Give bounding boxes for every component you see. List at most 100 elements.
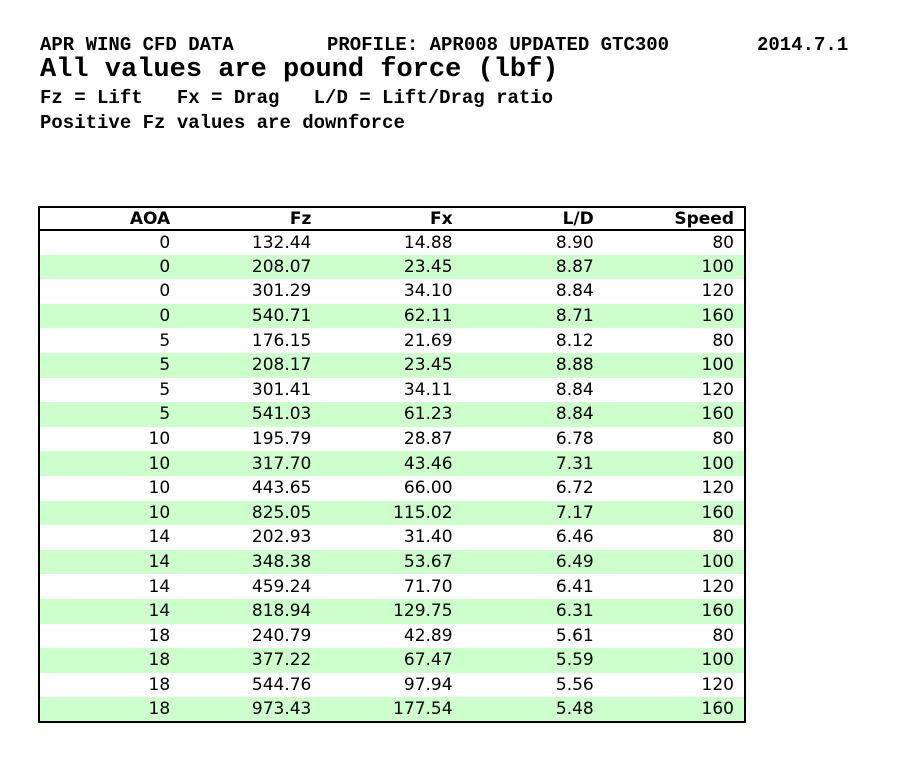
table-header-row: AOA Fz Fx L/D Speed	[39, 207, 745, 231]
table-cell: 100	[603, 352, 745, 378]
table-cell: 14.88	[321, 230, 463, 255]
table-cell: 10	[39, 500, 181, 526]
table-cell: 80	[603, 525, 745, 550]
table-cell: 14	[39, 574, 181, 599]
table-cell: 10	[39, 475, 181, 501]
table-cell: 6.31	[462, 598, 604, 624]
table-cell: 5.48	[462, 697, 604, 722]
table-cell: 208.17	[180, 352, 322, 378]
table-cell: 80	[603, 328, 745, 353]
table-cell: 8.88	[462, 352, 604, 378]
legend-line: Fz = Lift Fx = Drag L/D = Lift/Drag rati…	[40, 87, 554, 109]
table-cell: 7.17	[462, 500, 604, 526]
table-cell: 208.07	[180, 254, 322, 280]
table-cell: 540.71	[180, 303, 322, 329]
column-header-fx: Fx	[321, 207, 463, 231]
table-cell: 301.41	[180, 377, 322, 403]
table-row: 18 377.22 67.47 5.59 100	[39, 648, 745, 673]
table-cell: 459.24	[180, 574, 322, 599]
table-cell: 5	[39, 328, 181, 353]
table-row: 5 176.15 21.69 8.12 80	[39, 328, 745, 353]
table-cell: 176.15	[180, 328, 322, 353]
units-note: All values are pound force (lbf)	[40, 55, 559, 85]
table-cell: 71.70	[321, 574, 463, 599]
table-cell: 5.59	[462, 648, 604, 673]
table-cell: 120	[603, 672, 745, 698]
table-cell: 8.84	[462, 279, 604, 304]
table-cell: 129.75	[321, 598, 463, 624]
table-row: 14 818.94 129.75 6.31 160	[39, 598, 745, 624]
table-cell: 160	[603, 402, 745, 427]
table-cell: 14	[39, 525, 181, 550]
table-cell: 377.22	[180, 648, 322, 673]
table-cell: 8.12	[462, 328, 604, 353]
table-cell: 120	[603, 475, 745, 501]
table-cell: 10	[39, 426, 181, 452]
table-cell: 0	[39, 303, 181, 329]
table-cell: 973.43	[180, 697, 322, 722]
table-cell: 0	[39, 279, 181, 304]
table-cell: 6.46	[462, 525, 604, 550]
table-cell: 80	[603, 426, 745, 452]
table-row: 18 973.43 177.54 5.48 160	[39, 697, 745, 722]
table-cell: 317.70	[180, 451, 322, 476]
table-cell: 0	[39, 230, 181, 255]
table-cell: 100	[603, 648, 745, 673]
table-row: 10 825.05 115.02 7.17 160	[39, 500, 745, 526]
table-cell: 5	[39, 352, 181, 378]
table-cell: 8.87	[462, 254, 604, 280]
table-cell: 160	[603, 697, 745, 722]
table-body: 0 132.44 14.88 8.90 80 0 208.07 23.45 8.87 100 0 30…	[39, 230, 745, 722]
table-row: 5 301.41 34.11 8.84 120	[39, 377, 745, 403]
table-cell: 115.02	[321, 500, 463, 526]
table-cell: 100	[603, 549, 745, 575]
table-row: 10 195.79 28.87 6.78 80	[39, 426, 745, 452]
table-cell: 240.79	[180, 623, 322, 649]
table-cell: 62.11	[321, 303, 463, 329]
table-row: 14 202.93 31.40 6.46 80	[39, 525, 745, 550]
table-cell: 443.65	[180, 475, 322, 501]
table-cell: 202.93	[180, 525, 322, 550]
table-cell: 80	[603, 623, 745, 649]
table-cell: 6.41	[462, 574, 604, 599]
table-cell: 5.61	[462, 623, 604, 649]
table-cell: 195.79	[180, 426, 322, 452]
table-cell: 120	[603, 574, 745, 599]
column-header-aoa: AOA	[39, 207, 181, 231]
table-cell: 160	[603, 598, 745, 624]
table-cell: 6.72	[462, 475, 604, 501]
table-row: 10 317.70 43.46 7.31 100	[39, 451, 745, 476]
table-row: 5 208.17 23.45 8.88 100	[39, 352, 745, 378]
table-cell: 818.94	[180, 598, 322, 624]
table-cell: 120	[603, 377, 745, 403]
table-row: 14 348.38 53.67 6.49 100	[39, 549, 745, 575]
table-cell: 5	[39, 402, 181, 427]
table-cell: 7.31	[462, 451, 604, 476]
table-cell: 34.11	[321, 377, 463, 403]
table-cell: 6.78	[462, 426, 604, 452]
table-cell: 67.47	[321, 648, 463, 673]
table-row: 0 540.71 62.11 8.71 160	[39, 303, 745, 329]
table-cell: 23.45	[321, 352, 463, 378]
table-cell: 544.76	[180, 672, 322, 698]
table-cell: 8.90	[462, 230, 604, 255]
table-cell: 348.38	[180, 549, 322, 575]
table-cell: 31.40	[321, 525, 463, 550]
table-cell: 825.05	[180, 500, 322, 526]
table-cell: 5	[39, 377, 181, 403]
table-row: 18 544.76 97.94 5.56 120	[39, 672, 745, 698]
table-cell: 21.69	[321, 328, 463, 353]
table-cell: 8.71	[462, 303, 604, 329]
table-cell: 160	[603, 500, 745, 526]
table-cell: 42.89	[321, 623, 463, 649]
downforce-note: Positive Fz values are downforce	[40, 112, 405, 134]
table-cell: 66.00	[321, 475, 463, 501]
table-cell: 34.10	[321, 279, 463, 304]
report-title: APR WING CFD DATA	[40, 34, 234, 56]
table-cell: 8.84	[462, 377, 604, 403]
table-cell: 18	[39, 648, 181, 673]
table-row: 0 301.29 34.10 8.84 120	[39, 279, 745, 304]
table-cell: 0	[39, 254, 181, 280]
table-cell: 301.29	[180, 279, 322, 304]
